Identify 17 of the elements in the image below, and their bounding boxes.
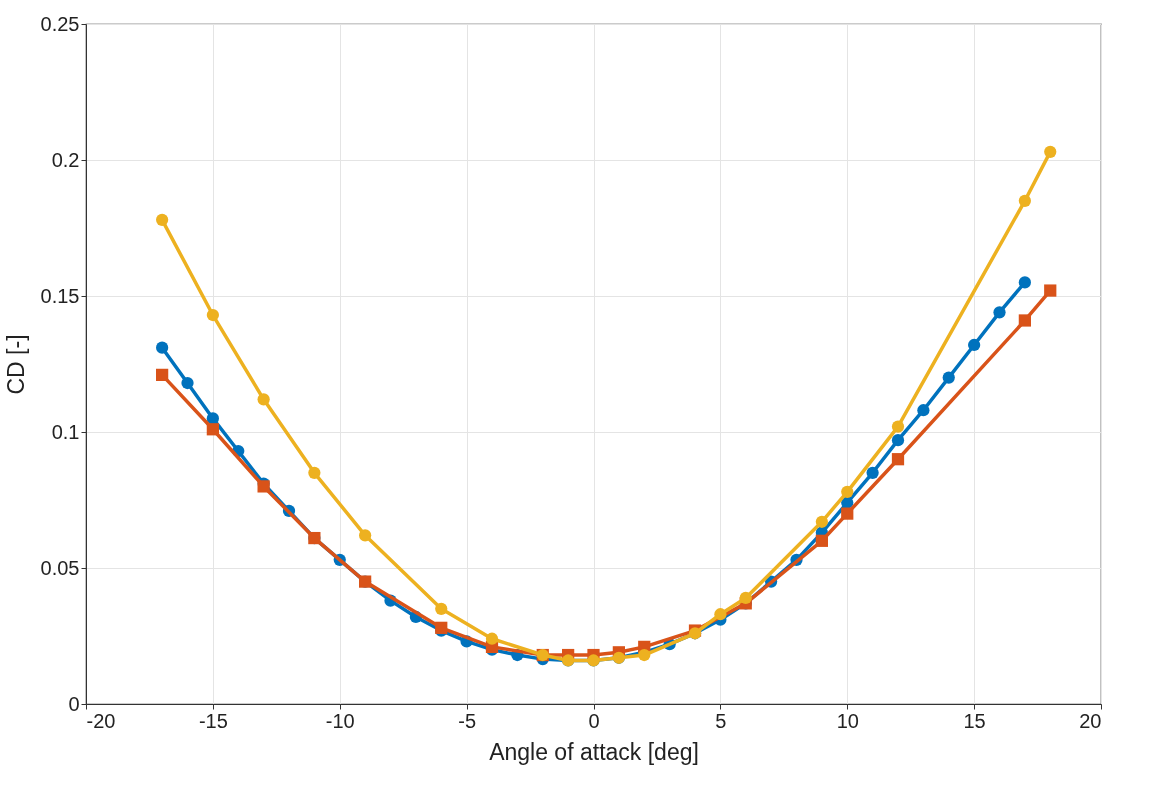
x-tick-label: 20 <box>1079 709 1102 732</box>
x-tick-label: -5 <box>458 709 477 732</box>
x-tick-label: -20 <box>86 709 116 732</box>
x-tick-label: 10 <box>836 709 859 732</box>
x-tick-label: 5 <box>715 709 727 732</box>
y-tick-label: 0.1 <box>51 420 80 443</box>
y-tick-label: 0.15 <box>40 284 80 307</box>
x-tick-label: -10 <box>325 709 355 732</box>
y-tick-label: 0.25 <box>40 12 80 35</box>
x-tick-label: 0 <box>588 709 600 732</box>
y-tick-label: 0.05 <box>40 556 80 579</box>
x-tick-label: -15 <box>198 709 228 732</box>
x-tick-label: 15 <box>963 709 986 732</box>
y-axis-title: CD [-] <box>2 334 29 395</box>
y-tick-label: 0 <box>68 692 80 715</box>
y-tick-label: 0.2 <box>51 148 80 171</box>
x-axis-title: Angle of attack [deg] <box>489 738 699 765</box>
